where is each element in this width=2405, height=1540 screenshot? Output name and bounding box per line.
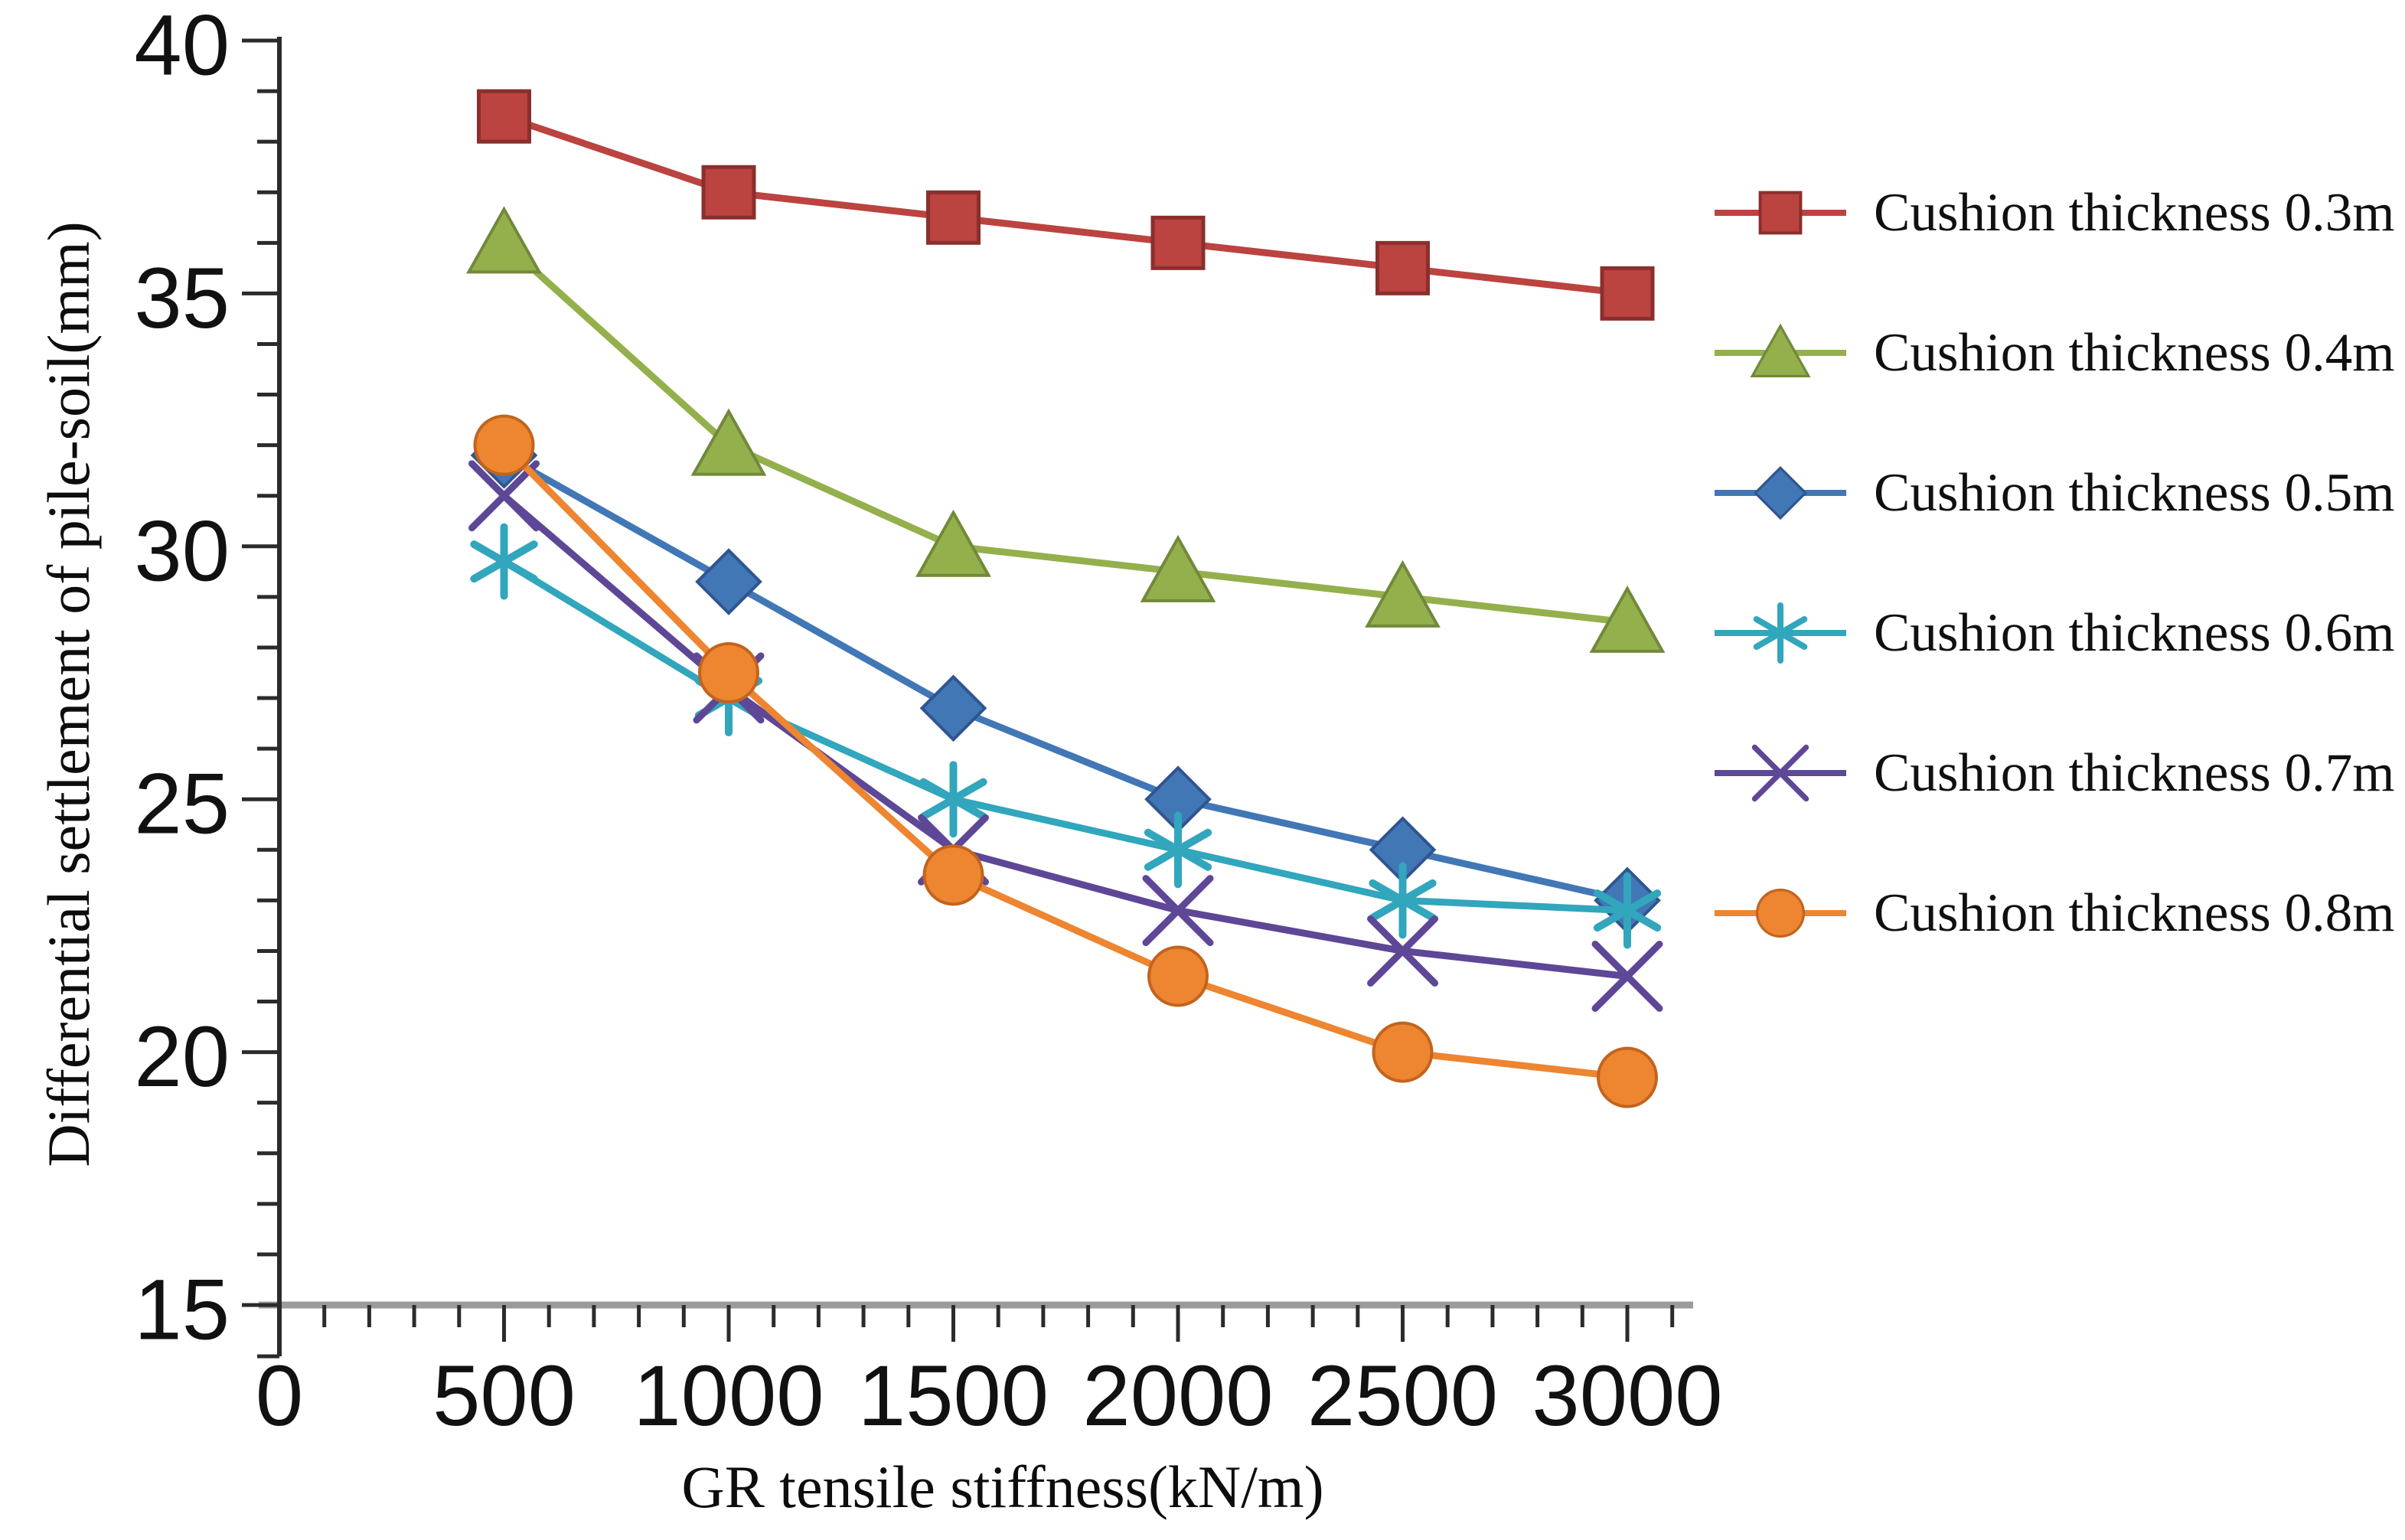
legend-entry-cushion-thickness-0.8m: Cushion thickness 0.8m — [1712, 866, 2394, 961]
legend-label: Cushion thickness 0.3m — [1874, 182, 2395, 243]
series-cushion-thickness-0.8m — [473, 414, 1658, 1108]
legend-marker-icon-xcross — [1715, 744, 1846, 802]
y-tick-label: 35 — [134, 250, 230, 346]
data-point-marker-asterisk — [470, 540, 538, 583]
series-line — [503, 113, 1628, 297]
data-point-marker-xcross — [468, 460, 540, 532]
data-point-marker-diamond — [1753, 465, 1808, 520]
data-point-marker-square — [477, 89, 531, 144]
y-tick-label: 15 — [134, 1262, 230, 1358]
legend-label: Cushion thickness 0.6m — [1874, 602, 2395, 663]
x-tick-label: 1000 — [633, 1348, 824, 1444]
data-point-marker-square — [1758, 191, 1803, 235]
data-point-marker-square — [926, 190, 981, 245]
legend-entry-cushion-thickness-0.5m: Cushion thickness 0.5m — [1712, 445, 2394, 540]
data-point-marker-diamond — [919, 674, 987, 742]
x-tick-label: 2000 — [1082, 1348, 1273, 1444]
data-point-marker-triangle — [690, 408, 767, 476]
data-point-marker-square — [1150, 215, 1206, 270]
series-line — [502, 452, 1628, 904]
x-tick-label: 1500 — [858, 1348, 1049, 1444]
series-line — [501, 493, 1628, 980]
legend-label: Cushion thickness 0.5m — [1874, 462, 2395, 523]
x-axis-title: GR tensile stiffness(kN/m) — [681, 1454, 1324, 1520]
data-point-marker-xcross — [1751, 744, 1809, 802]
legend-label: Cushion thickness 0.4m — [1874, 322, 2395, 383]
data-point-marker-triangle — [1140, 534, 1216, 602]
data-point-marker-triangle — [1750, 323, 1811, 378]
data-point-marker-xcross — [1142, 875, 1214, 947]
x-tick-label: 0 — [256, 1348, 303, 1444]
legend-entry-cushion-thickness-0.7m: Cushion thickness 0.7m — [1712, 726, 2394, 821]
data-point-marker-triangle — [466, 206, 542, 274]
legend-label: Cushion thickness 0.7m — [1874, 742, 2395, 803]
data-point-marker-circle — [473, 414, 535, 476]
data-point-marker-xcross — [1591, 940, 1663, 1012]
legend-marker-icon-square — [1715, 191, 1846, 235]
data-point-marker-asterisk — [919, 778, 987, 821]
series-line — [501, 240, 1628, 626]
data-point-marker-asterisk — [1144, 828, 1212, 871]
data-point-marker-asterisk — [1593, 889, 1662, 932]
series-cushion-thickness-0.7m — [468, 460, 1663, 1012]
data-point-marker-circle — [922, 844, 984, 906]
series-cushion-thickness-0.3m — [477, 89, 1655, 321]
data-point-marker-circle — [698, 642, 759, 703]
legend-entry-cushion-thickness-0.4m: Cushion thickness 0.4m — [1712, 305, 2394, 400]
series-line — [502, 558, 1628, 915]
data-point-marker-diamond — [695, 548, 762, 615]
legend-marker-icon-asterisk — [1715, 602, 1846, 664]
legend-marker-icon-circle — [1715, 889, 1846, 938]
data-point-marker-triangle — [915, 509, 991, 577]
series-cushion-thickness-0.5m — [470, 422, 1661, 935]
y-tick-label: 20 — [134, 1009, 230, 1104]
legend-marker-icon-diamond — [1715, 465, 1846, 520]
data-point-marker-triangle — [1589, 585, 1666, 653]
y-axis-title: Differential settlement of pile-soil(mm) — [35, 221, 102, 1167]
series-cushion-thickness-0.4m — [466, 206, 1666, 653]
data-point-marker-asterisk — [1369, 879, 1437, 922]
x-tick-label: 3000 — [1532, 1348, 1722, 1444]
legend-entry-cushion-thickness-0.6m: Cushion thickness 0.6m — [1712, 586, 2394, 680]
legend-entry-cushion-thickness-0.3m: Cushion thickness 0.3m — [1712, 165, 2394, 260]
x-tick-label: 2500 — [1307, 1348, 1498, 1444]
y-tick-label: 25 — [134, 756, 230, 852]
data-point-marker-square — [1600, 266, 1655, 321]
y-tick-label: 40 — [134, 0, 230, 93]
series-line — [501, 442, 1628, 1082]
data-point-marker-circle — [1755, 889, 1805, 938]
legend-label: Cushion thickness 0.8m — [1874, 883, 2395, 943]
data-point-marker-square — [701, 165, 756, 220]
data-point-marker-circle — [1147, 945, 1209, 1007]
data-point-marker-circle — [1372, 1021, 1434, 1083]
y-tick-label: 30 — [134, 503, 230, 599]
legend-marker-icon-triangle — [1715, 323, 1846, 378]
x-tick-label: 500 — [432, 1348, 576, 1444]
data-point-marker-circle — [1597, 1046, 1658, 1108]
data-point-marker-asterisk — [1753, 616, 1808, 650]
data-point-marker-square — [1375, 240, 1430, 295]
data-point-marker-xcross — [1367, 915, 1438, 987]
data-point-marker-triangle — [1365, 560, 1441, 628]
